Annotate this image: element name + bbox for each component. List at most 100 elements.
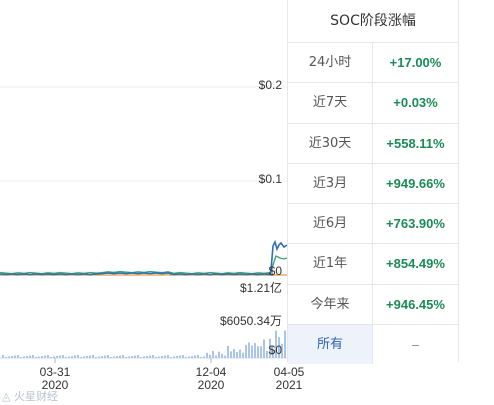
volume-bar-62 <box>188 356 190 358</box>
volume-bar-89 <box>269 338 271 358</box>
volume-bar-41 <box>125 357 127 358</box>
volume-bar-59 <box>179 355 181 358</box>
volume-bar-8 <box>26 356 28 358</box>
period-row-3m[interactable]: 近3月 +949.66% <box>288 163 458 205</box>
chart-canvas[interactable] <box>0 0 290 405</box>
period-row-30d[interactable]: 近30天 +558.11% <box>288 123 458 164</box>
volume-bar-94 <box>284 330 286 358</box>
volume-bar-88 <box>266 351 268 358</box>
series-line-green <box>0 255 288 275</box>
volume-bar-61 <box>185 357 187 358</box>
volume-bar-36 <box>110 357 112 358</box>
watermark: ◬ 火星财经 <box>2 388 58 404</box>
volume-bar-82 <box>248 342 250 358</box>
period-change: +949.66% <box>386 175 445 191</box>
period-row-all[interactable]: 所有 – <box>288 325 458 365</box>
volume-bar-57 <box>173 356 175 358</box>
date-label-1-year: 2020 <box>41 378 69 392</box>
volume-bar-25 <box>77 355 79 358</box>
volume-bar-0 <box>2 355 4 358</box>
price-axis-label-zero: $0 <box>268 264 282 278</box>
period-label: 近6月 <box>288 204 373 244</box>
volume-axis-label-zero: $0 <box>268 343 282 357</box>
volume-bar-50 <box>152 355 154 358</box>
volume-bar-85 <box>257 346 259 358</box>
volume-bar-14 <box>44 355 46 358</box>
period-row-ytd[interactable]: 今年来 +946.45% <box>288 284 458 326</box>
date-label-2-year: 2020 <box>197 378 225 392</box>
volume-bar-27 <box>83 356 85 358</box>
period-label: 近3月 <box>288 163 373 204</box>
period-row-24h[interactable]: 24小时 +17.00% <box>288 43 458 84</box>
period-change: +946.45% <box>386 296 445 312</box>
volume-bar-87 <box>263 339 265 358</box>
volume-bar-16 <box>50 357 52 358</box>
volume-bar-72 <box>218 351 220 358</box>
volume-bar-30 <box>92 355 94 358</box>
volume-bar-21 <box>65 357 67 358</box>
volume-bar-31 <box>95 357 97 358</box>
volume-bar-40 <box>122 355 124 358</box>
volume-bar-91 <box>275 330 277 358</box>
volume-bar-23 <box>71 356 73 358</box>
volume-bar-73 <box>221 353 223 358</box>
period-label: 24小时 <box>288 43 373 83</box>
volume-bar-10 <box>32 355 34 358</box>
volume-bar-38 <box>116 356 118 358</box>
period-change-panel: SOC阶段涨幅 24小时 +17.00% 近7天 +0.03% 近30天 +55… <box>287 0 459 365</box>
date-label-3-day: 04-05 <box>273 365 305 379</box>
volume-bar-90 <box>272 350 274 358</box>
volume-bar-54 <box>164 355 166 358</box>
series-line-blue <box>0 239 288 276</box>
volume-bar-7 <box>23 356 25 358</box>
date-label-2: 12-04 2020 <box>186 366 236 392</box>
period-change: +763.90% <box>386 216 445 232</box>
volume-bar-34 <box>104 355 106 358</box>
volume-bar-68 <box>206 352 208 358</box>
period-row-7d[interactable]: 近7天 +0.03% <box>288 83 458 124</box>
volume-bar-67 <box>203 356 205 358</box>
volume-bar-75 <box>227 345 229 358</box>
volume-bar-65 <box>197 355 199 358</box>
volume-bar-78 <box>236 352 238 358</box>
volume-bar-5 <box>17 355 19 358</box>
period-change: +0.03% <box>393 95 438 111</box>
volume-bar-12 <box>38 356 40 358</box>
volume-bar-48 <box>146 356 148 358</box>
volume-bar-63 <box>191 356 193 358</box>
volume-bar-71 <box>215 355 217 358</box>
volume-bar-52 <box>158 356 160 358</box>
volume-bar-66 <box>200 357 202 358</box>
volume-bar-81 <box>245 345 247 358</box>
volume-bar-74 <box>224 355 226 358</box>
watermark-icon: ◬ <box>2 390 11 403</box>
volume-bar-3 <box>11 356 13 358</box>
volume-bar-24 <box>74 355 76 358</box>
price-chart[interactable]: $0.2 $0.1 $0 $1.21亿 $6050.34万 $0 03-31 2… <box>0 0 304 405</box>
volume-bar-42 <box>128 356 130 358</box>
date-label-1-day: 03-31 <box>39 365 71 379</box>
volume-bar-32 <box>98 356 100 358</box>
panel-title: SOC阶段涨幅 <box>288 0 458 43</box>
volume-bar-11 <box>35 357 37 358</box>
volume-bar-56 <box>170 357 172 358</box>
volume-bar-4 <box>14 355 16 358</box>
watermark-text: 火星财经 <box>13 390 58 403</box>
volume-bar-55 <box>167 355 169 358</box>
period-label: 近1年 <box>288 244 373 284</box>
period-row-6m[interactable]: 近6月 +763.90% <box>288 204 458 245</box>
volume-bar-58 <box>176 356 178 358</box>
volume-bar-47 <box>143 356 145 358</box>
period-label: 所有 <box>288 325 373 365</box>
volume-bar-80 <box>242 352 244 358</box>
volume-bar-33 <box>101 356 103 358</box>
period-change: – <box>411 337 420 353</box>
volume-bar-49 <box>149 355 151 358</box>
period-row-1y[interactable]: 近1年 +854.49% <box>288 244 458 285</box>
volume-bar-9 <box>29 355 31 358</box>
period-change: +854.49% <box>386 256 445 272</box>
volume-bar-17 <box>53 356 55 358</box>
volume-bar-26 <box>80 357 82 358</box>
volume-axis-label-mid: $6050.34万 <box>219 314 282 328</box>
volume-bar-53 <box>161 356 163 358</box>
